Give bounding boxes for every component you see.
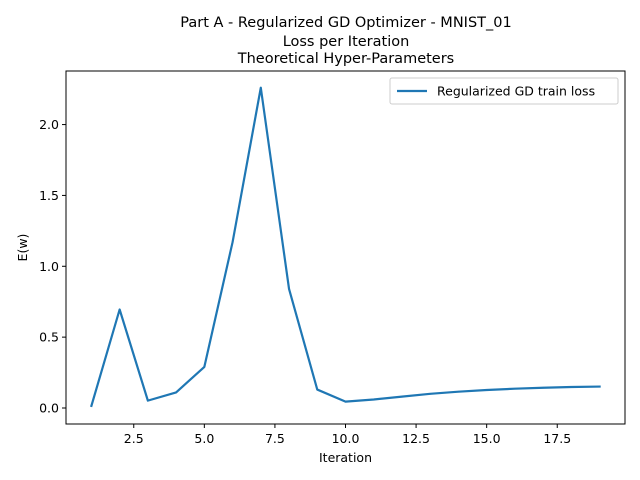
data-point (90, 405, 93, 407)
legend-label: Regularized GD train loss (437, 84, 595, 99)
data-point (288, 288, 290, 290)
data-point (372, 398, 375, 401)
data-point (231, 241, 234, 243)
plot-frame (65, 70, 626, 425)
data-point (514, 387, 516, 390)
title-line-3: Theoretical Hyper-Parameters (237, 51, 454, 67)
series-points (90, 86, 601, 407)
y-axis-label: E(w) (15, 234, 30, 262)
data-point (203, 366, 206, 368)
data-point (429, 393, 432, 395)
data-point (485, 389, 488, 391)
plot-area (66, 71, 625, 424)
data-point (260, 86, 262, 89)
data-point (598, 385, 601, 388)
x-tick-label: 12.5 (402, 431, 430, 446)
data-point (147, 399, 149, 402)
data-point (401, 395, 403, 398)
x-tick-label: 17.5 (543, 431, 571, 446)
y-tick-label: 0.0 (39, 400, 59, 415)
x-axis-label: Iteration (319, 450, 372, 465)
data-point (118, 308, 121, 311)
x-tick-label: 2.5 (124, 431, 144, 446)
data-point (570, 386, 573, 388)
y-tick-label: 0.5 (39, 330, 59, 345)
data-point (175, 391, 177, 394)
y-tick-label: 1.0 (39, 259, 59, 274)
y-axis-ticks: 0.0 0.5 1.0 1.5 2.0 (39, 117, 66, 415)
data-point (316, 388, 319, 391)
x-tick-label: 7.5 (265, 431, 285, 446)
y-tick-label: 2.0 (39, 117, 59, 132)
x-tick-label: 10.0 (332, 431, 360, 446)
chart-title: Part A - Regularized GD Optimizer - MNIS… (180, 15, 511, 67)
data-point (344, 400, 347, 403)
data-point (457, 390, 460, 393)
data-point (542, 386, 544, 389)
x-tick-label: 5.0 (194, 431, 214, 446)
title-line-2: Loss per Iteration (283, 34, 410, 50)
legend: Regularized GD train loss (389, 77, 619, 105)
legend-box (389, 77, 619, 105)
title-line-1: Part A - Regularized GD Optimizer - MNIS… (180, 15, 511, 31)
x-tick-label: 15.0 (473, 431, 501, 446)
y-tick-label: 1.5 (39, 188, 59, 203)
x-axis-ticks: 2.5 5.0 7.5 10.0 12.5 15.0 17.5 (124, 424, 571, 446)
